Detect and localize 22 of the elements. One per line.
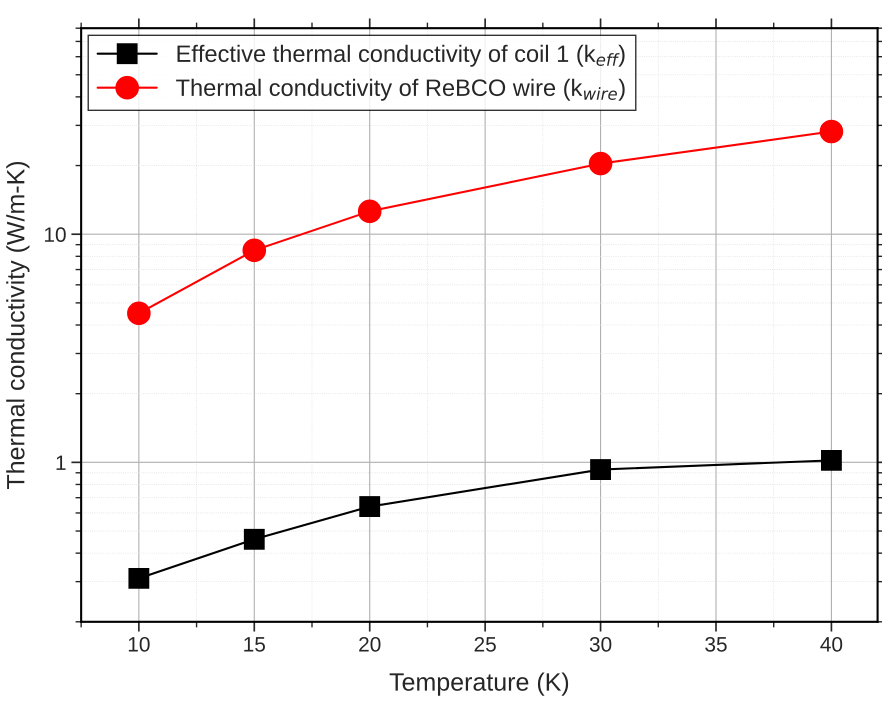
point bbox=[128, 568, 150, 589]
point bbox=[588, 152, 612, 176]
point bbox=[820, 120, 844, 144]
y-tick-label: 1 bbox=[56, 456, 66, 470]
x-tick-label: 15 bbox=[244, 637, 265, 652]
point bbox=[127, 302, 151, 326]
point bbox=[590, 459, 611, 480]
point bbox=[821, 450, 842, 471]
point bbox=[244, 528, 265, 550]
point bbox=[359, 496, 380, 517]
x-tick-label: 10 bbox=[128, 636, 150, 652]
x-tick-label: 30 bbox=[590, 636, 612, 652]
legend-label: Thermal conductivity of ReBCO wire (k$_{wire}$) bbox=[176, 78, 625, 101]
x-tick-label: 25 bbox=[474, 636, 496, 652]
point bbox=[242, 238, 266, 262]
legend-label: Effective thermal conductivity of coil 1 (k$_{eff}$) bbox=[178, 44, 625, 67]
point bbox=[358, 200, 382, 224]
x-tick-label: 20 bbox=[359, 636, 380, 652]
x-tick-label: 40 bbox=[820, 636, 842, 652]
x-tick-label: 35 bbox=[705, 636, 727, 652]
x-axis-title: Temperature (K) bbox=[390, 672, 568, 696]
y-axis-title: Thermal conductivity (W/m-K) bbox=[6, 162, 30, 490]
